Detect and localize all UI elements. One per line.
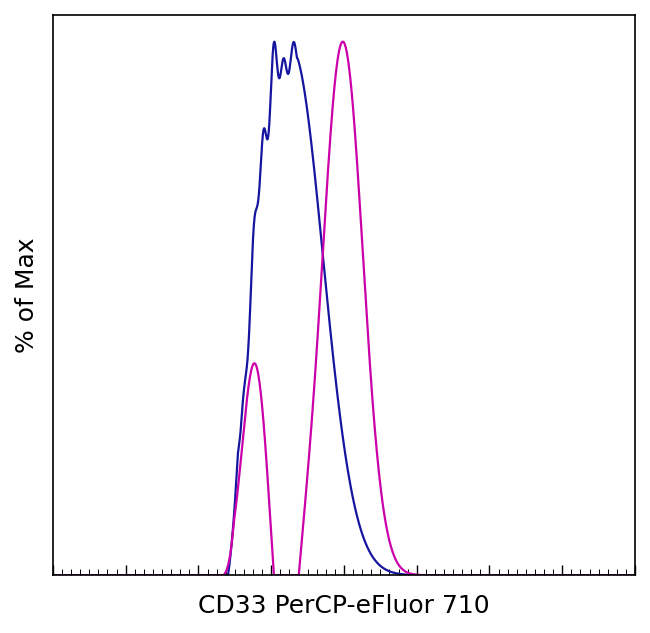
Y-axis label: % of Max: % of Max [15, 237, 39, 353]
X-axis label: CD33 PerCP-eFluor 710: CD33 PerCP-eFluor 710 [198, 594, 489, 618]
